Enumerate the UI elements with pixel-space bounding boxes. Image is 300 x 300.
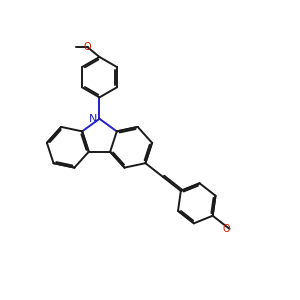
Text: O: O <box>223 224 230 234</box>
Text: N: N <box>89 114 97 124</box>
Text: O: O <box>84 42 92 52</box>
